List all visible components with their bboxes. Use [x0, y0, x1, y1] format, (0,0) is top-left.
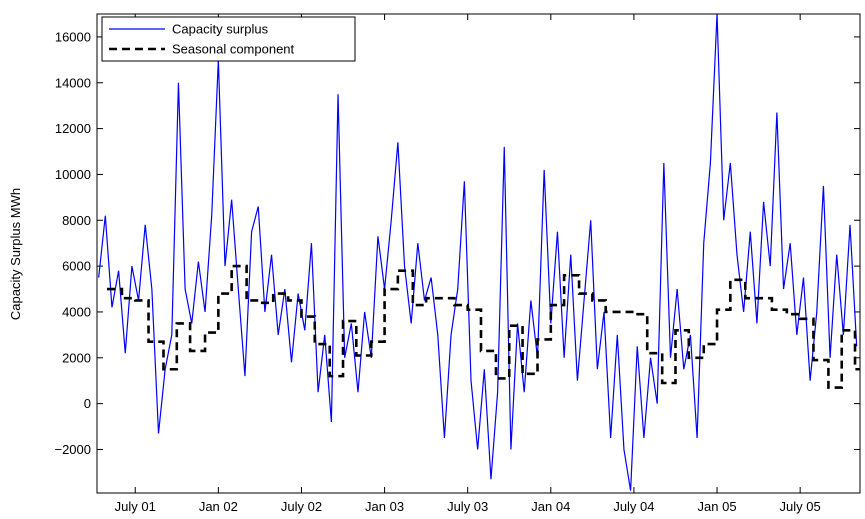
y-tick-label: 16000 — [55, 29, 91, 44]
y-tick-label: 6000 — [62, 259, 91, 274]
x-tick-label: July 03 — [447, 499, 488, 514]
y-tick-label: −2000 — [54, 442, 91, 457]
x-tick-label: Jan 04 — [531, 499, 570, 514]
y-tick-label: 4000 — [62, 304, 91, 319]
legend-label: Capacity surplus — [172, 22, 269, 37]
x-tick-label: Jan 02 — [199, 499, 238, 514]
y-tick-label: 8000 — [62, 213, 91, 228]
x-tick-label: Jan 05 — [698, 499, 737, 514]
y-tick-label: 0 — [84, 396, 91, 411]
plot-frame — [96, 13, 861, 494]
series-line — [106, 264, 860, 389]
x-tick-label: Jan 03 — [365, 499, 404, 514]
y-tick-label: 10000 — [55, 167, 91, 182]
y-tick-label: 2000 — [62, 350, 91, 365]
x-tick-label: July 04 — [613, 499, 654, 514]
legend-box — [101, 16, 356, 62]
y-axis-label: Capacity Surplus MWh — [8, 188, 23, 320]
y-tick-label: 14000 — [55, 75, 91, 90]
legend-label: Seasonal component — [172, 42, 295, 57]
x-tick-label: July 01 — [115, 499, 156, 514]
series-line — [98, 14, 858, 491]
x-tick-label: July 02 — [281, 499, 322, 514]
x-tick-label: July 05 — [780, 499, 821, 514]
y-tick-label: 12000 — [55, 121, 91, 136]
